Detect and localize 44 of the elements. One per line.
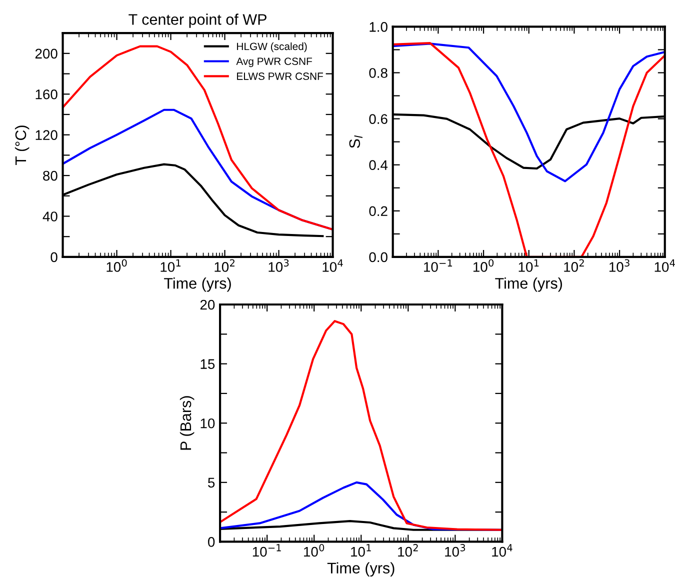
y-tick-label: 0.2: [369, 206, 388, 216]
x-tick-label: 10$^{3}$: [609, 259, 630, 272]
y-tick-label: 120: [36, 130, 58, 140]
x-tick-label: 10$^{3}$: [445, 544, 466, 557]
y-tick-label: 0.4: [369, 160, 388, 170]
chart-title: T center point of WP: [128, 14, 266, 28]
x-tick-label: 10$^{0}$: [106, 259, 127, 272]
x-tick-label: 10$^{1}$: [351, 544, 371, 557]
y-tick-label: 0.6: [369, 114, 388, 124]
y-tick-label: 200: [35, 48, 58, 59]
y-tick-label: 10: [200, 418, 215, 428]
y-tick-label: 1.0: [370, 22, 388, 32]
legend-label: HLGW (scaled): [237, 42, 307, 52]
x-tick-label: 10$^{4}$: [654, 259, 675, 272]
y-tick-label: 40: [42, 212, 58, 222]
y-tick-label: 0.8: [369, 68, 388, 78]
x-axis-title: Time (yrs): [327, 562, 394, 577]
y-axis-title: P (Bars): [180, 396, 194, 450]
x-tick-label: 10$^{1}$: [518, 259, 539, 272]
x-tick-label: 10$^{−1}$: [424, 259, 452, 272]
legend-label: Avg PWR CSNF: [236, 58, 312, 68]
x-tick-label: 10$^{0}$: [304, 544, 324, 557]
x-tick-label: 10$^{4}$: [322, 259, 343, 272]
legend-label: ELWS PWR CSNF: [237, 72, 323, 80]
x-tick-label: 10$^{1}$: [160, 259, 181, 272]
x-axis-title: Time (yrs): [495, 278, 562, 292]
y-tick-label: 20: [200, 300, 215, 310]
x-tick-label: 10$^{2}$: [214, 259, 234, 272]
y-tick-label: 160: [36, 89, 58, 100]
x-tick-label: 10$^{4}$: [492, 544, 512, 557]
y-tick-label: 5: [208, 478, 215, 488]
x-tick-label: 10$^{2}$: [398, 544, 418, 557]
y-tick-label: 80: [43, 170, 58, 181]
x-tick-label: 10$^{3}$: [268, 259, 289, 272]
y-tick-label: 0: [50, 252, 58, 262]
x-axis-title: Time (yrs): [164, 278, 231, 292]
y-tick-label: 0: [208, 537, 215, 547]
y-axis-title: T (°C): [14, 126, 30, 165]
x-tick-label: 10$^{0}$: [473, 259, 494, 272]
x-tick-label: 10$^{2}$: [564, 259, 584, 272]
y-tick-label: 0.0: [369, 252, 388, 262]
y-axis-title: S$_{l}$: [349, 135, 362, 148]
y-tick-label: 15: [200, 359, 215, 369]
x-tick-label: 10$^{−1}$: [252, 544, 281, 557]
